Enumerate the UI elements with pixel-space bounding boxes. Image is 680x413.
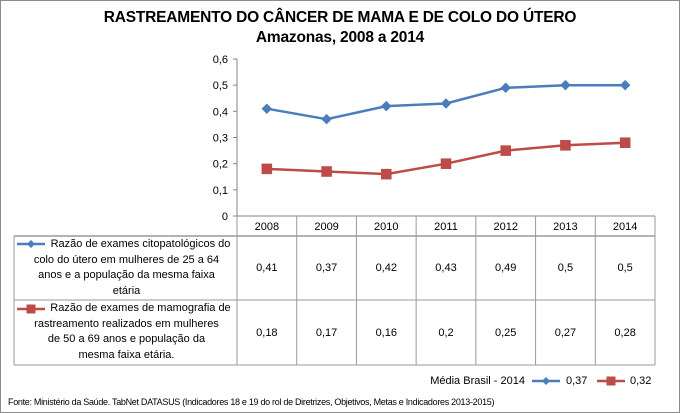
media-brasil-label: Média Brasil - 2014 [430,375,525,387]
data-point-square [261,163,273,175]
y-tick-label: 0 [222,211,228,223]
table-value-cell: 0,28 [614,326,636,339]
data-point-square [560,140,571,151]
x-tick-label: 2011 [434,221,458,233]
series-label-line: Razão de exames citopatológicos do [50,238,231,250]
table-value-cell: 0,2 [438,326,454,339]
y-tick-label: 0,3 [213,133,228,145]
series-label-line: Razão de exames de mamografia de [50,302,231,314]
x-tick-label: 2008 [255,221,279,233]
data-point-square [321,166,332,177]
legend-key-series-2-square-icon [26,304,36,314]
table-value-cell: 0,18 [256,326,278,339]
data-point-square [619,137,631,148]
media-value-series-2: 0,32 [630,375,652,387]
table-value-cell: 0,17 [315,326,338,339]
table-value-cell: 0,49 [494,262,517,274]
y-tick-label: 0,2 [213,159,228,171]
series-label-line: rastreamento realizados em mulheres [34,317,219,330]
series-line-2 [266,141,626,176]
table-value-cell: 0,5 [557,262,574,274]
data-point-diamond [500,82,512,94]
table-value-cell: 0,25 [494,326,517,339]
x-tick-label: 2010 [374,221,398,233]
data-point-diamond [440,98,452,109]
legend-key-series-1-diamond-icon [27,240,35,248]
table-value-cell: 0,16 [375,326,397,339]
table-value-cell: 0,43 [435,262,457,274]
table-value-cell: 0,5 [617,262,633,274]
table-value-cell: 0,41 [256,262,278,274]
data-point-square [381,168,392,180]
data-point-diamond [261,103,273,115]
series-label-line: etária [112,284,141,297]
y-tick-label: 0,4 [213,106,228,118]
y-tick-label: 0,6 [213,54,228,66]
series-label-line: de 50 a 69 anos e população da [47,333,206,345]
x-tick-label: 2014 [613,221,637,233]
data-point-diamond [619,79,631,91]
data-point-square [500,145,511,156]
data-point-diamond [560,79,571,91]
media-key-series-1-diamond-icon [542,377,550,385]
chart-subtitle: Amazonas, 2008 a 2014 [255,29,425,46]
series-label-line: anos e a população da mesma faixa [38,269,215,281]
data-point-diamond [380,100,392,112]
chart-title: RASTREAMENTO DO CÂNCER DE MAMA E DE COLO… [103,9,577,26]
x-tick-label: 2012 [493,221,517,233]
series-label-line: colo do útero em mulheres de 25 a 64 [33,253,220,266]
series-label-line: mesma faixa etária. [78,348,175,361]
table-value-cell: 0,27 [554,326,577,339]
table-value-cell: 0,42 [375,262,397,274]
media-key-series-2-square-icon [606,376,616,386]
series-label-2: Razão de exames de mamografia de rastream… [18,301,235,366]
source-note: Fonte: Ministério da Saúde. TabNet DATAS… [8,397,495,407]
y-tick-label: 0,5 [213,80,228,92]
x-tick-label: 2009 [314,221,338,233]
table-value-cell: 0,37 [315,262,338,274]
data-point-square [440,158,452,169]
y-tick-label: 0,1 [213,185,228,197]
data-point-diamond [321,113,332,125]
media-value-series-1: 0,37 [566,375,588,387]
series-label-1: Razão de exames citopatológicos do colo d… [18,237,235,301]
x-tick-label: 2013 [553,221,577,233]
